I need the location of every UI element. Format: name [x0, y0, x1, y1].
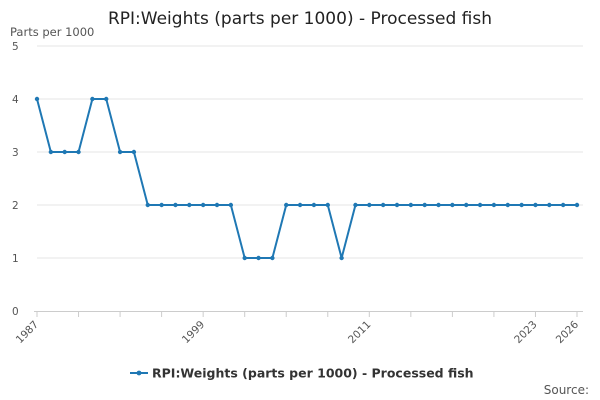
axes — [34, 311, 583, 317]
data-point[interactable] — [242, 255, 247, 261]
chart-title: RPI:Weights (parts per 1000) - Processed… — [108, 9, 492, 29]
data-point[interactable] — [491, 202, 497, 208]
data-point[interactable] — [436, 202, 441, 208]
data-point[interactable] — [145, 202, 150, 208]
x-tick-label: 1999 — [180, 319, 207, 346]
series-layer — [34, 96, 580, 261]
data-point[interactable] — [408, 202, 414, 208]
legend-label: RPI:Weights (parts per 1000) - Processed… — [152, 366, 474, 381]
data-point[interactable] — [505, 202, 510, 208]
y-tick-labels: 0 1 2 3 4 5 — [12, 41, 19, 318]
y-tick-label: 3 — [12, 147, 19, 159]
y-tick-label: 2 — [12, 200, 19, 212]
data-point[interactable] — [533, 202, 538, 208]
data-point[interactable] — [422, 202, 427, 208]
legend-dot-marker — [136, 370, 142, 376]
data-point[interactable] — [297, 202, 303, 208]
data-point[interactable] — [519, 202, 524, 208]
data-point[interactable] — [62, 149, 67, 155]
data-point[interactable] — [228, 202, 234, 208]
data-point[interactable] — [339, 255, 344, 261]
legend[interactable]: RPI:Weights (parts per 1000) - Processed… — [130, 366, 474, 381]
data-point[interactable] — [394, 202, 400, 208]
x-tick-label: 1987 — [14, 319, 41, 346]
data-point[interactable] — [256, 255, 261, 261]
data-point[interactable] — [214, 202, 220, 208]
data-point[interactable] — [117, 149, 123, 155]
y-tick-label: 4 — [12, 94, 19, 106]
data-point[interactable] — [200, 202, 206, 208]
data-point[interactable] — [34, 96, 40, 102]
data-point[interactable] — [353, 202, 358, 208]
y-tick-label: 1 — [12, 253, 19, 265]
data-point[interactable] — [173, 202, 178, 208]
data-point[interactable] — [131, 149, 137, 155]
data-point[interactable] — [325, 202, 330, 208]
y-tick-label: 0 — [12, 306, 19, 318]
data-point[interactable] — [380, 202, 386, 208]
data-point[interactable] — [477, 202, 483, 208]
x-tick-labels: 1987 1999 2011 2023 2026 — [14, 318, 582, 346]
data-point[interactable] — [367, 202, 372, 208]
y-tick-label: 5 — [12, 41, 19, 53]
data-point[interactable] — [159, 202, 164, 208]
data-point[interactable] — [560, 202, 566, 208]
x-tick-label: 2023 — [512, 319, 539, 346]
data-point[interactable] — [574, 202, 580, 208]
data-point[interactable] — [104, 96, 109, 102]
x-tick-label: 2011 — [346, 319, 373, 346]
y-axis-label: Parts per 1000 — [10, 25, 94, 39]
data-point[interactable] — [311, 202, 317, 208]
source-label: Source: — [544, 383, 589, 397]
data-point[interactable] — [464, 202, 469, 208]
data-point[interactable] — [284, 202, 289, 208]
data-point[interactable] — [187, 202, 192, 208]
data-point[interactable] — [270, 255, 275, 261]
data-point[interactable] — [48, 149, 54, 155]
data-point[interactable] — [90, 96, 95, 102]
data-point[interactable] — [76, 149, 81, 155]
x-tick-label: 2026 — [554, 318, 582, 346]
data-point[interactable] — [547, 202, 552, 208]
series-line — [36, 98, 577, 259]
data-point[interactable] — [450, 202, 455, 208]
